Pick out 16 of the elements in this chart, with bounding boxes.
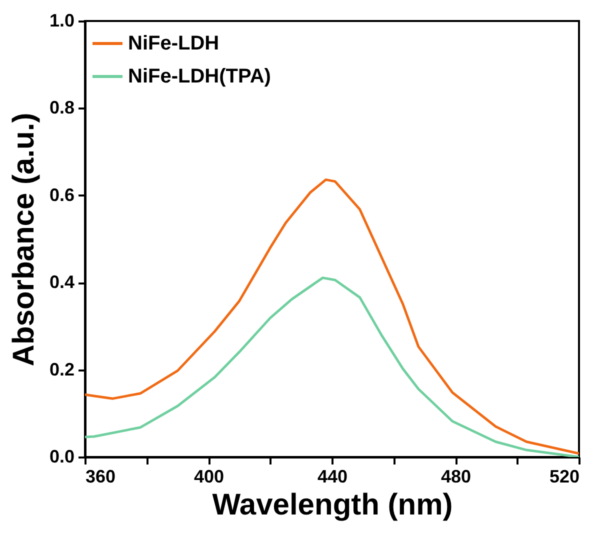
y-tick-label: 0.6 [49, 184, 74, 205]
legend-label: NiFe-LDH [128, 32, 220, 54]
x-tick-label: 360 [86, 466, 116, 486]
y-axis-title: Absorbance (a.u.) [7, 112, 40, 366]
line-series [85, 178, 579, 455]
y-tick-label: 0.4 [49, 272, 74, 292]
x-tick-label: 480 [440, 466, 472, 486]
legend-label: NiFe-LDH(TPA) [128, 66, 271, 88]
x-tick-label: 440 [317, 466, 348, 486]
x-tick-label: 400 [194, 466, 224, 486]
y-tick-label: 0.2 [49, 359, 74, 380]
y-tick-label: 1.0 [49, 10, 74, 30]
x-axis-title: Wavelength (nm) [212, 488, 453, 522]
x-tick-label: 520 [549, 466, 580, 486]
y-tick-label: 0.0 [49, 446, 74, 466]
y-tick-label: 0.8 [49, 98, 74, 118]
